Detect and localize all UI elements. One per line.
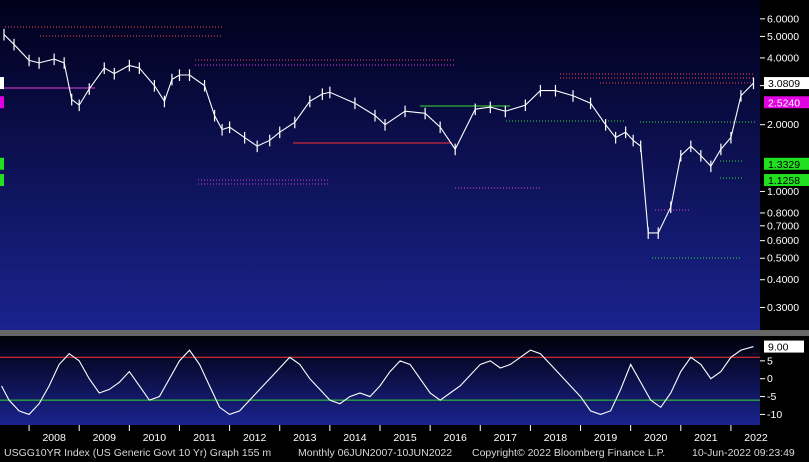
support-resistance-levels — [0, 26, 755, 259]
price-axis-tick-label: 6.0000 — [767, 13, 799, 25]
price-axis-tick-label: 1.0000 — [767, 186, 799, 198]
price-axis-tick-label: 0.5000 — [767, 253, 799, 265]
time-axis-label: 2012 — [243, 432, 267, 444]
price-axis-tick-label: 0.8000 — [767, 207, 799, 219]
price-axis-tick-label: 0.7000 — [767, 220, 799, 232]
time-axis-label: 2022 — [744, 432, 768, 444]
price-label-box — [764, 77, 809, 90]
price-label-marker — [0, 77, 4, 90]
price-series — [3, 28, 755, 239]
price-axis-tick-label: 2.0000 — [767, 119, 799, 131]
oscillator-axis-tick-label: -5 — [767, 391, 776, 403]
oscillator-line — [1, 346, 754, 416]
price-axis-tick-label: 0.4000 — [767, 274, 799, 286]
time-axis-label: 2020 — [644, 432, 668, 444]
oscillator-current-label: 9.00 — [768, 342, 789, 354]
chart-footer: USGG10YR Index (US Generic Govt 10 Yr) G… — [0, 444, 809, 462]
price-axis-tick-label: 0.6000 — [767, 235, 799, 247]
price-axis-tick-label: 5.0000 — [767, 31, 799, 43]
oscillator-axis-tick-label: 0 — [767, 373, 773, 385]
price-axis-tick-label: 0.3000 — [767, 302, 799, 314]
footer-copyright: Copyright© 2022 Bloomberg Finance L.P. — [472, 447, 666, 459]
price-label-box — [764, 157, 809, 170]
time-axis-label: 2019 — [594, 432, 618, 444]
price-label-text: 2.5240 — [768, 97, 800, 109]
time-axis-label: 2011 — [193, 432, 216, 444]
price-label-box — [764, 96, 809, 109]
price-labels: 3.0809 2.5240 1.3329 1.1258 — [0, 77, 809, 187]
footer-range: Monthly 06JUN2007-10JUN2022 — [298, 447, 453, 459]
time-axis-label: 2014 — [343, 432, 367, 444]
price-line — [3, 34, 754, 234]
oscillator-reference-lines — [0, 356, 760, 401]
oscillator-current-box — [764, 340, 804, 353]
price-label-box — [764, 174, 809, 187]
oscillator-axis-tick-label: -10 — [767, 409, 782, 421]
time-axis-label: 2016 — [444, 432, 468, 444]
time-axis-label: 2017 — [494, 432, 518, 444]
price-label-marker — [0, 174, 4, 187]
time-axis-label: 2015 — [393, 432, 417, 444]
time-axis-label: 2010 — [143, 432, 167, 444]
price-label-text: 1.3329 — [768, 159, 800, 171]
oscillator-series — [1, 346, 754, 416]
time-axis-label: 2021 — [694, 432, 718, 444]
price-label-text: 3.0809 — [768, 78, 800, 90]
time-axis-label: 2018 — [544, 432, 568, 444]
time-axis-label: 2009 — [93, 432, 117, 444]
time-axis: 2008 2009 2010 2011 2012 2013 2014 2015 2016 2017… — [28, 425, 768, 444]
price-axis-tick-label: 4.0000 — [767, 52, 799, 64]
price-label-marker — [0, 157, 4, 170]
footer-timestamp: 10-Jun-2022 09:23:49 — [692, 447, 795, 459]
oscillator-axis-tick-label: 5 — [767, 355, 773, 367]
oscillator-panel-background — [0, 336, 760, 425]
time-axis-background — [0, 425, 809, 444]
price-panel-background — [0, 0, 760, 330]
panel-splitter[interactable] — [0, 330, 809, 336]
footer-ticker: USGG10YR Index (US Generic Govt 10 Yr) G… — [4, 447, 272, 459]
time-axis-label: 2008 — [42, 432, 66, 444]
price-label-text: 1.1258 — [768, 175, 800, 187]
oscillator-axis: 5 0 -5 -10 9.00 — [760, 340, 804, 421]
time-axis-label: 2013 — [293, 432, 317, 444]
price-label-marker — [0, 96, 4, 109]
